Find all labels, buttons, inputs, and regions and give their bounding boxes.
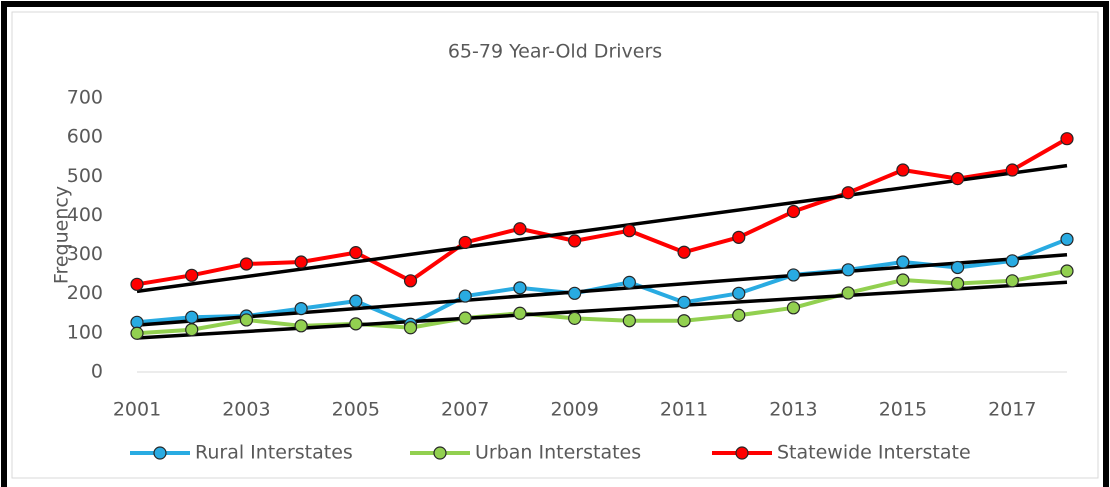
data-point: [622, 275, 636, 289]
legend-label: Urban Interstates: [475, 442, 641, 464]
data-point: [513, 281, 527, 295]
data-point: [1005, 163, 1019, 177]
data-point: [1060, 264, 1074, 278]
data-point: [568, 286, 582, 300]
legend-label: Statewide Interstate: [777, 442, 971, 464]
data-point: [732, 230, 746, 244]
data-point: [786, 301, 801, 315]
y-axis-label: Frequency: [51, 186, 73, 284]
data-point: [294, 255, 308, 269]
data-point: [841, 186, 855, 200]
data-point: [403, 321, 418, 335]
y-tick-label: 100: [67, 321, 103, 343]
data-point: [349, 246, 363, 260]
legend-marker: [735, 446, 749, 460]
data-point: [294, 319, 308, 333]
chart-title: 65-79 Year-Old Drivers: [448, 41, 662, 63]
series-line: [136, 237, 1068, 327]
y-tick-label: 700: [67, 87, 103, 109]
data-point: [185, 323, 199, 337]
data-point: [896, 255, 910, 269]
y-tick-label: 500: [67, 165, 103, 187]
data-point: [786, 268, 801, 282]
y-tick-label: 0: [91, 361, 103, 383]
data-point: [1060, 132, 1074, 146]
data-point: [458, 289, 472, 303]
data-point: [130, 277, 144, 291]
series-line: [136, 269, 1068, 336]
data-point: [239, 313, 254, 327]
data-point: [349, 294, 363, 308]
y-tick-label: 400: [67, 204, 103, 226]
x-tick-label: 2005: [332, 399, 380, 421]
data-point: [130, 326, 144, 340]
data-point: [677, 314, 691, 328]
data-point: [403, 274, 418, 288]
legend-marker: [153, 446, 167, 460]
data-point: [1060, 232, 1074, 246]
data-point: [786, 204, 801, 219]
data-point: [568, 234, 582, 248]
data-point: [950, 172, 965, 186]
data-point: [841, 263, 855, 277]
data-point: [568, 311, 582, 325]
x-tick-label: 2009: [550, 399, 598, 421]
data-point: [950, 276, 965, 291]
data-point: [1005, 274, 1019, 288]
trendline: [136, 280, 1068, 340]
data-point: [513, 306, 527, 320]
y-tick-label: 300: [67, 243, 103, 265]
data-point: [458, 235, 472, 250]
chart-area: [11, 11, 1099, 479]
data-point: [130, 315, 144, 329]
data-point: [513, 222, 527, 236]
y-tick-label: 600: [67, 126, 103, 148]
data-point: [950, 260, 965, 275]
y-tick-label: 200: [67, 282, 103, 304]
data-point: [732, 308, 746, 322]
data-point: [896, 273, 910, 287]
trendline: [136, 253, 1068, 327]
data-point: [349, 317, 363, 331]
data-point: [896, 163, 910, 177]
series-line: [136, 136, 1068, 287]
data-point: [677, 245, 691, 259]
data-point: [239, 257, 254, 271]
x-tick-label: 2011: [660, 399, 708, 421]
x-tick-label: 2003: [222, 399, 270, 421]
data-point: [622, 224, 636, 238]
data-point: [1005, 254, 1019, 268]
data-point: [458, 311, 472, 325]
legend-label: Rural Interstates: [195, 442, 353, 464]
x-tick-label: 2015: [879, 399, 927, 421]
data-point: [732, 286, 746, 300]
data-point: [677, 295, 691, 309]
x-tick-label: 2001: [113, 399, 161, 421]
data-point: [841, 286, 855, 300]
data-point: [622, 314, 636, 328]
data-point: [185, 310, 199, 324]
legend-marker: [433, 446, 447, 460]
trendline: [136, 163, 1068, 294]
x-tick-label: 2017: [988, 399, 1036, 421]
x-tick-label: 2013: [769, 399, 817, 421]
data-point: [185, 268, 199, 282]
x-tick-label: 2007: [441, 399, 489, 421]
data-point: [294, 301, 308, 316]
